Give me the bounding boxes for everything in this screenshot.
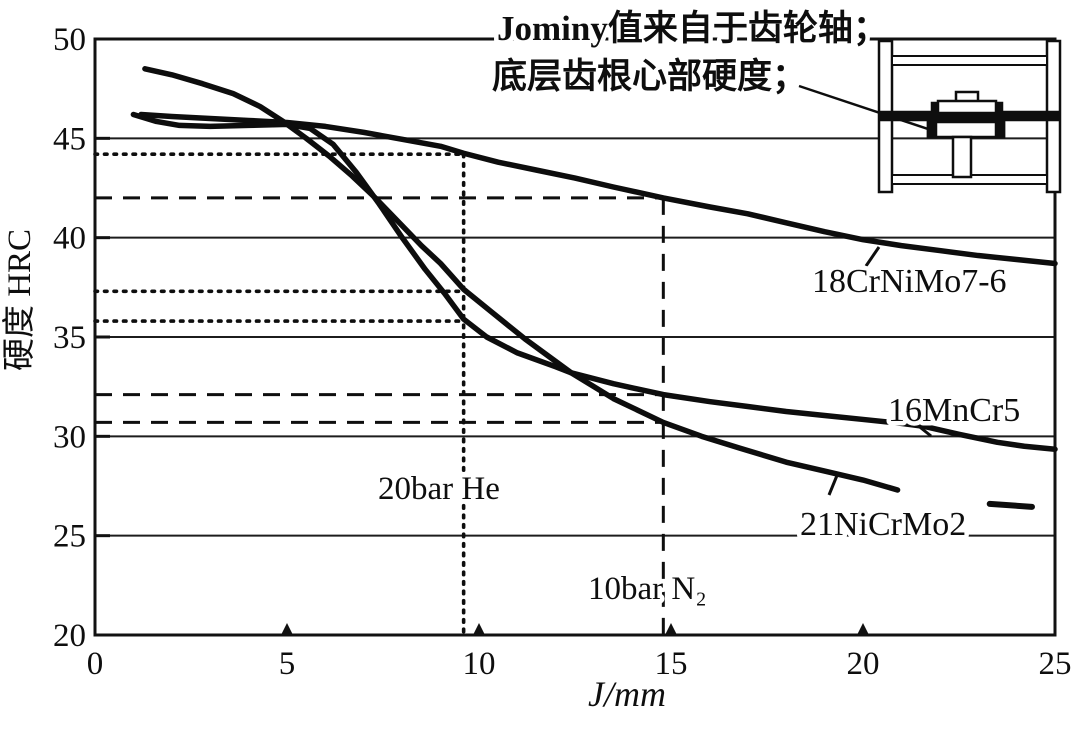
annotation-line-1: Jominy值来自于齿轮轴； — [497, 9, 888, 48]
curve-label-16mncr5: 16MnCr5 — [888, 392, 1020, 429]
x-tick-10 — [473, 623, 485, 635]
gear-disk — [926, 120, 1006, 139]
x-tick-label-0: 0 — [87, 646, 104, 682]
gear-disk-cap-right — [994, 120, 1006, 139]
curve-label-18crnimo7-6: 18CrNiMo7-6 — [812, 263, 1007, 300]
curve-18CrNiMo7-6 — [138, 111, 1058, 267]
leader-tick-21nicrmo — [827, 472, 840, 496]
y-tick-label-35: 35 — [53, 320, 86, 356]
y-tick-label-45: 45 — [53, 121, 86, 157]
y-axis-title: 硬度 HRC — [1, 229, 38, 371]
fixture-top-bar — [891, 55, 1048, 66]
leader-tick-18crnimo — [864, 246, 881, 267]
x-tick-label-25: 25 — [1039, 646, 1072, 682]
leader-tick-16mncr5 — [915, 422, 932, 438]
curves-layer — [130, 66, 1058, 510]
gear-disk-cap-left — [926, 120, 938, 139]
gridlines-layer — [95, 137, 1055, 537]
x-tick-label-15: 15 — [655, 646, 688, 682]
curve-21NiCrMo2 — [142, 66, 901, 493]
x-axis-title: J/mm — [588, 674, 666, 714]
tick-marks-layer — [95, 136, 869, 635]
curve-end-dash-21NiCrMo2 — [986, 500, 1035, 510]
x-tick-label-10: 10 — [463, 646, 496, 682]
annotation-line-2: 底层齿根心部硬度； — [492, 57, 807, 96]
label-leader-ticks — [827, 246, 932, 496]
y-tick-label-20: 20 — [53, 618, 86, 654]
tick-labels-layer: 0 5 10 15 20 25 20 25 30 35 40 45 50 — [53, 22, 1072, 682]
y-tick-label-25: 25 — [53, 519, 86, 555]
y-tick-label-40: 40 — [53, 221, 86, 257]
gear-shaft-fixture-inset — [877, 39, 1062, 194]
annotation-leader-line — [798, 84, 935, 133]
y-tick-label-50: 50 — [53, 22, 86, 58]
guide-lines-layer — [93, 152, 665, 637]
y-tick-label-30: 30 — [53, 419, 86, 455]
curve-label-21nicrmo2: 21NiCrMo2 — [800, 506, 966, 543]
guide-label-20bar-he: 20bar He — [378, 471, 500, 507]
gear-lower-shaft — [951, 135, 973, 179]
x-tick-label-20: 20 — [847, 646, 880, 682]
gear-upper-flange — [936, 99, 998, 115]
x-tick-label-5: 5 — [279, 646, 296, 682]
x-tick-5 — [281, 623, 293, 635]
guide-label-10bar-n2: 10bar N₂ — [588, 571, 707, 607]
x-tick-20 — [857, 623, 869, 635]
x-tick-15 — [665, 623, 677, 635]
